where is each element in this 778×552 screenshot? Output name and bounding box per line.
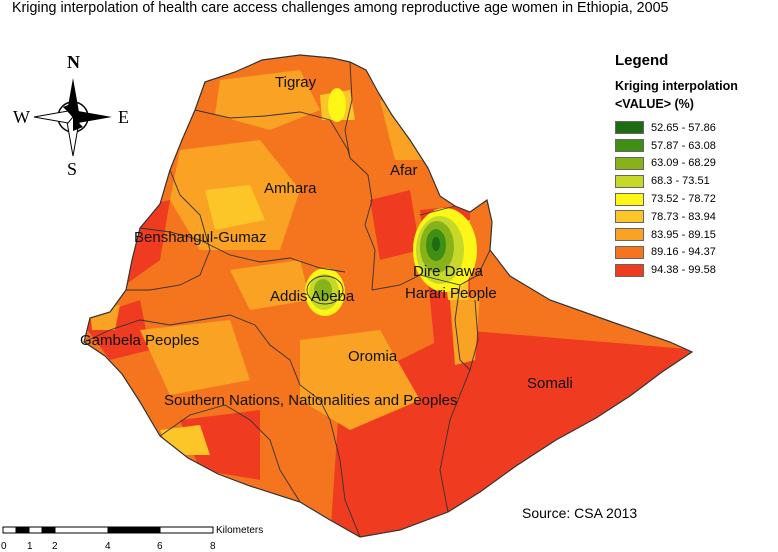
label-addis: Addis Abeba bbox=[270, 288, 355, 305]
legend-swatch bbox=[615, 192, 644, 206]
region-boundaries bbox=[83, 61, 491, 538]
boundary-oromia-somali-north bbox=[371, 249, 491, 291]
legend-subtitle-line1: Kriging interpolation bbox=[615, 79, 738, 93]
legend-item-label: 94.38 - 99.58 bbox=[651, 264, 716, 277]
legend-item-label: 63.09 - 68.29 bbox=[651, 157, 716, 170]
surface-red-southeast bbox=[330, 330, 692, 537]
label-dire-dawa: Dire Dawa bbox=[413, 263, 484, 280]
scale-seg-2 bbox=[15, 526, 30, 534]
scale-tick-1: 1 bbox=[27, 541, 33, 552]
scale-seg-6 bbox=[107, 526, 161, 534]
legend: Legend Kriging interpolation <VALUE> (%)… bbox=[615, 52, 775, 279]
scale-unit: Kilometers bbox=[216, 525, 263, 536]
legend-subtitle-line2: <VALUE> (%) bbox=[615, 97, 694, 111]
boundary-tigray-amhara bbox=[194, 109, 351, 159]
surface-amber-central bbox=[230, 260, 310, 310]
compass-quad-se bbox=[73, 117, 83, 131]
scale-tick-8: 8 bbox=[210, 541, 216, 552]
legend-item: 52.65 - 57.86 bbox=[615, 119, 775, 137]
compass-east-point bbox=[73, 111, 112, 123]
boundary-somali-west bbox=[439, 369, 471, 513]
label-tigray: Tigray bbox=[275, 74, 317, 91]
legend-item: 68.3 - 73.51 bbox=[615, 172, 775, 190]
surface-amber-gambela bbox=[90, 305, 120, 330]
legend-item-label: 68.3 - 73.51 bbox=[651, 175, 710, 188]
map-title: Kriging interpolation of health care acc… bbox=[12, 0, 669, 16]
scale-seg-3 bbox=[28, 526, 43, 534]
legend-item-label: 52.65 - 57.86 bbox=[651, 121, 716, 134]
legend-item-label: 57.87 - 63.08 bbox=[651, 139, 716, 152]
surface-yellow-tigray bbox=[328, 88, 346, 122]
boundary-afar-west bbox=[344, 61, 376, 291]
legend-swatch bbox=[615, 174, 644, 188]
legend-item: 89.16 - 94.37 bbox=[615, 244, 775, 262]
legend-swatch bbox=[615, 139, 644, 153]
scale-seg-7 bbox=[159, 526, 214, 534]
boundary-snnp-east bbox=[254, 324, 361, 538]
legend-item: 78.73 - 83.94 bbox=[615, 208, 775, 226]
legend-item: 94.38 - 99.58 bbox=[615, 261, 775, 279]
label-afar: Afar bbox=[390, 162, 418, 179]
surface-red-afar bbox=[370, 190, 420, 260]
legend-swatch bbox=[615, 263, 644, 277]
compass-label-e: E bbox=[118, 107, 129, 127]
legend-item-label: 89.16 - 94.37 bbox=[651, 246, 716, 259]
scale-tick-6: 6 bbox=[157, 541, 163, 552]
label-gambela: Gambela Peoples bbox=[80, 332, 199, 349]
legend-swatch bbox=[615, 156, 644, 170]
legend-item-label: 78.73 - 83.94 bbox=[651, 210, 716, 223]
scale-seg-5 bbox=[54, 526, 109, 534]
scale-bar: Kilometers 0 1 2 4 6 8 bbox=[1, 525, 263, 552]
compass-label-n: N bbox=[67, 52, 80, 72]
legend-item: 73.52 - 78.72 bbox=[615, 190, 775, 208]
boundary-addis bbox=[306, 275, 344, 305]
boundary-amhara-south bbox=[139, 227, 346, 273]
compass-quad-nw bbox=[63, 103, 73, 117]
label-benshangul: Benshangul-Gumaz bbox=[134, 229, 267, 246]
boundary-harari bbox=[454, 284, 479, 371]
compass-label-s: S bbox=[67, 159, 77, 179]
legend-title: Legend bbox=[615, 52, 669, 69]
surface-amber-oromia bbox=[300, 330, 420, 430]
boundary-snnp-south bbox=[159, 404, 301, 503]
legend-swatch bbox=[615, 210, 644, 224]
country-outline bbox=[83, 54, 694, 538]
label-harari: Harari People bbox=[405, 285, 497, 302]
legend-swatch bbox=[615, 228, 644, 242]
boundary-benshangul bbox=[126, 169, 211, 291]
surface-pale-amhara bbox=[205, 185, 265, 230]
legend-item: 63.09 - 68.29 bbox=[615, 155, 775, 173]
surface-green-addis bbox=[314, 279, 332, 301]
legend-swatch bbox=[615, 245, 644, 259]
compass-west-point bbox=[33, 110, 74, 124]
label-snnp: Southern Nations, Nationalities and Peop… bbox=[164, 392, 458, 409]
compass-rose: N S W E bbox=[13, 52, 129, 179]
surface-darkest-east bbox=[432, 237, 440, 251]
interpolation-surface bbox=[84, 55, 692, 537]
legend-item-label: 83.95 - 89.15 bbox=[651, 228, 716, 241]
boundary-gambela bbox=[83, 314, 256, 343]
legend-swatch bbox=[615, 121, 644, 135]
scale-tick-4: 4 bbox=[105, 541, 111, 552]
source-note: Source: CSA 2013 bbox=[522, 505, 638, 521]
surface-amber-harari bbox=[450, 295, 480, 365]
legend-item-label: 73.52 - 78.72 bbox=[651, 193, 716, 206]
scale-tick-0: 0 bbox=[1, 541, 7, 552]
scale-seg-1 bbox=[2, 526, 17, 534]
label-oromia: Oromia bbox=[348, 348, 398, 365]
surface-amber-southwest bbox=[140, 320, 250, 395]
label-somali: Somali bbox=[527, 375, 573, 392]
scale-tick-2: 2 bbox=[52, 541, 58, 552]
compass-label-w: W bbox=[13, 107, 30, 127]
surface-amber-tigray bbox=[215, 70, 320, 130]
legend-items: 52.65 - 57.86 57.87 - 63.08 63.09 - 68.2… bbox=[615, 119, 775, 279]
legend-item: 83.95 - 89.15 bbox=[615, 226, 775, 244]
scale-seg-4 bbox=[41, 526, 56, 534]
label-amhara: Amhara bbox=[264, 180, 317, 197]
legend-item: 57.87 - 63.08 bbox=[615, 137, 775, 155]
boundary-dire-dawa bbox=[419, 205, 456, 216]
